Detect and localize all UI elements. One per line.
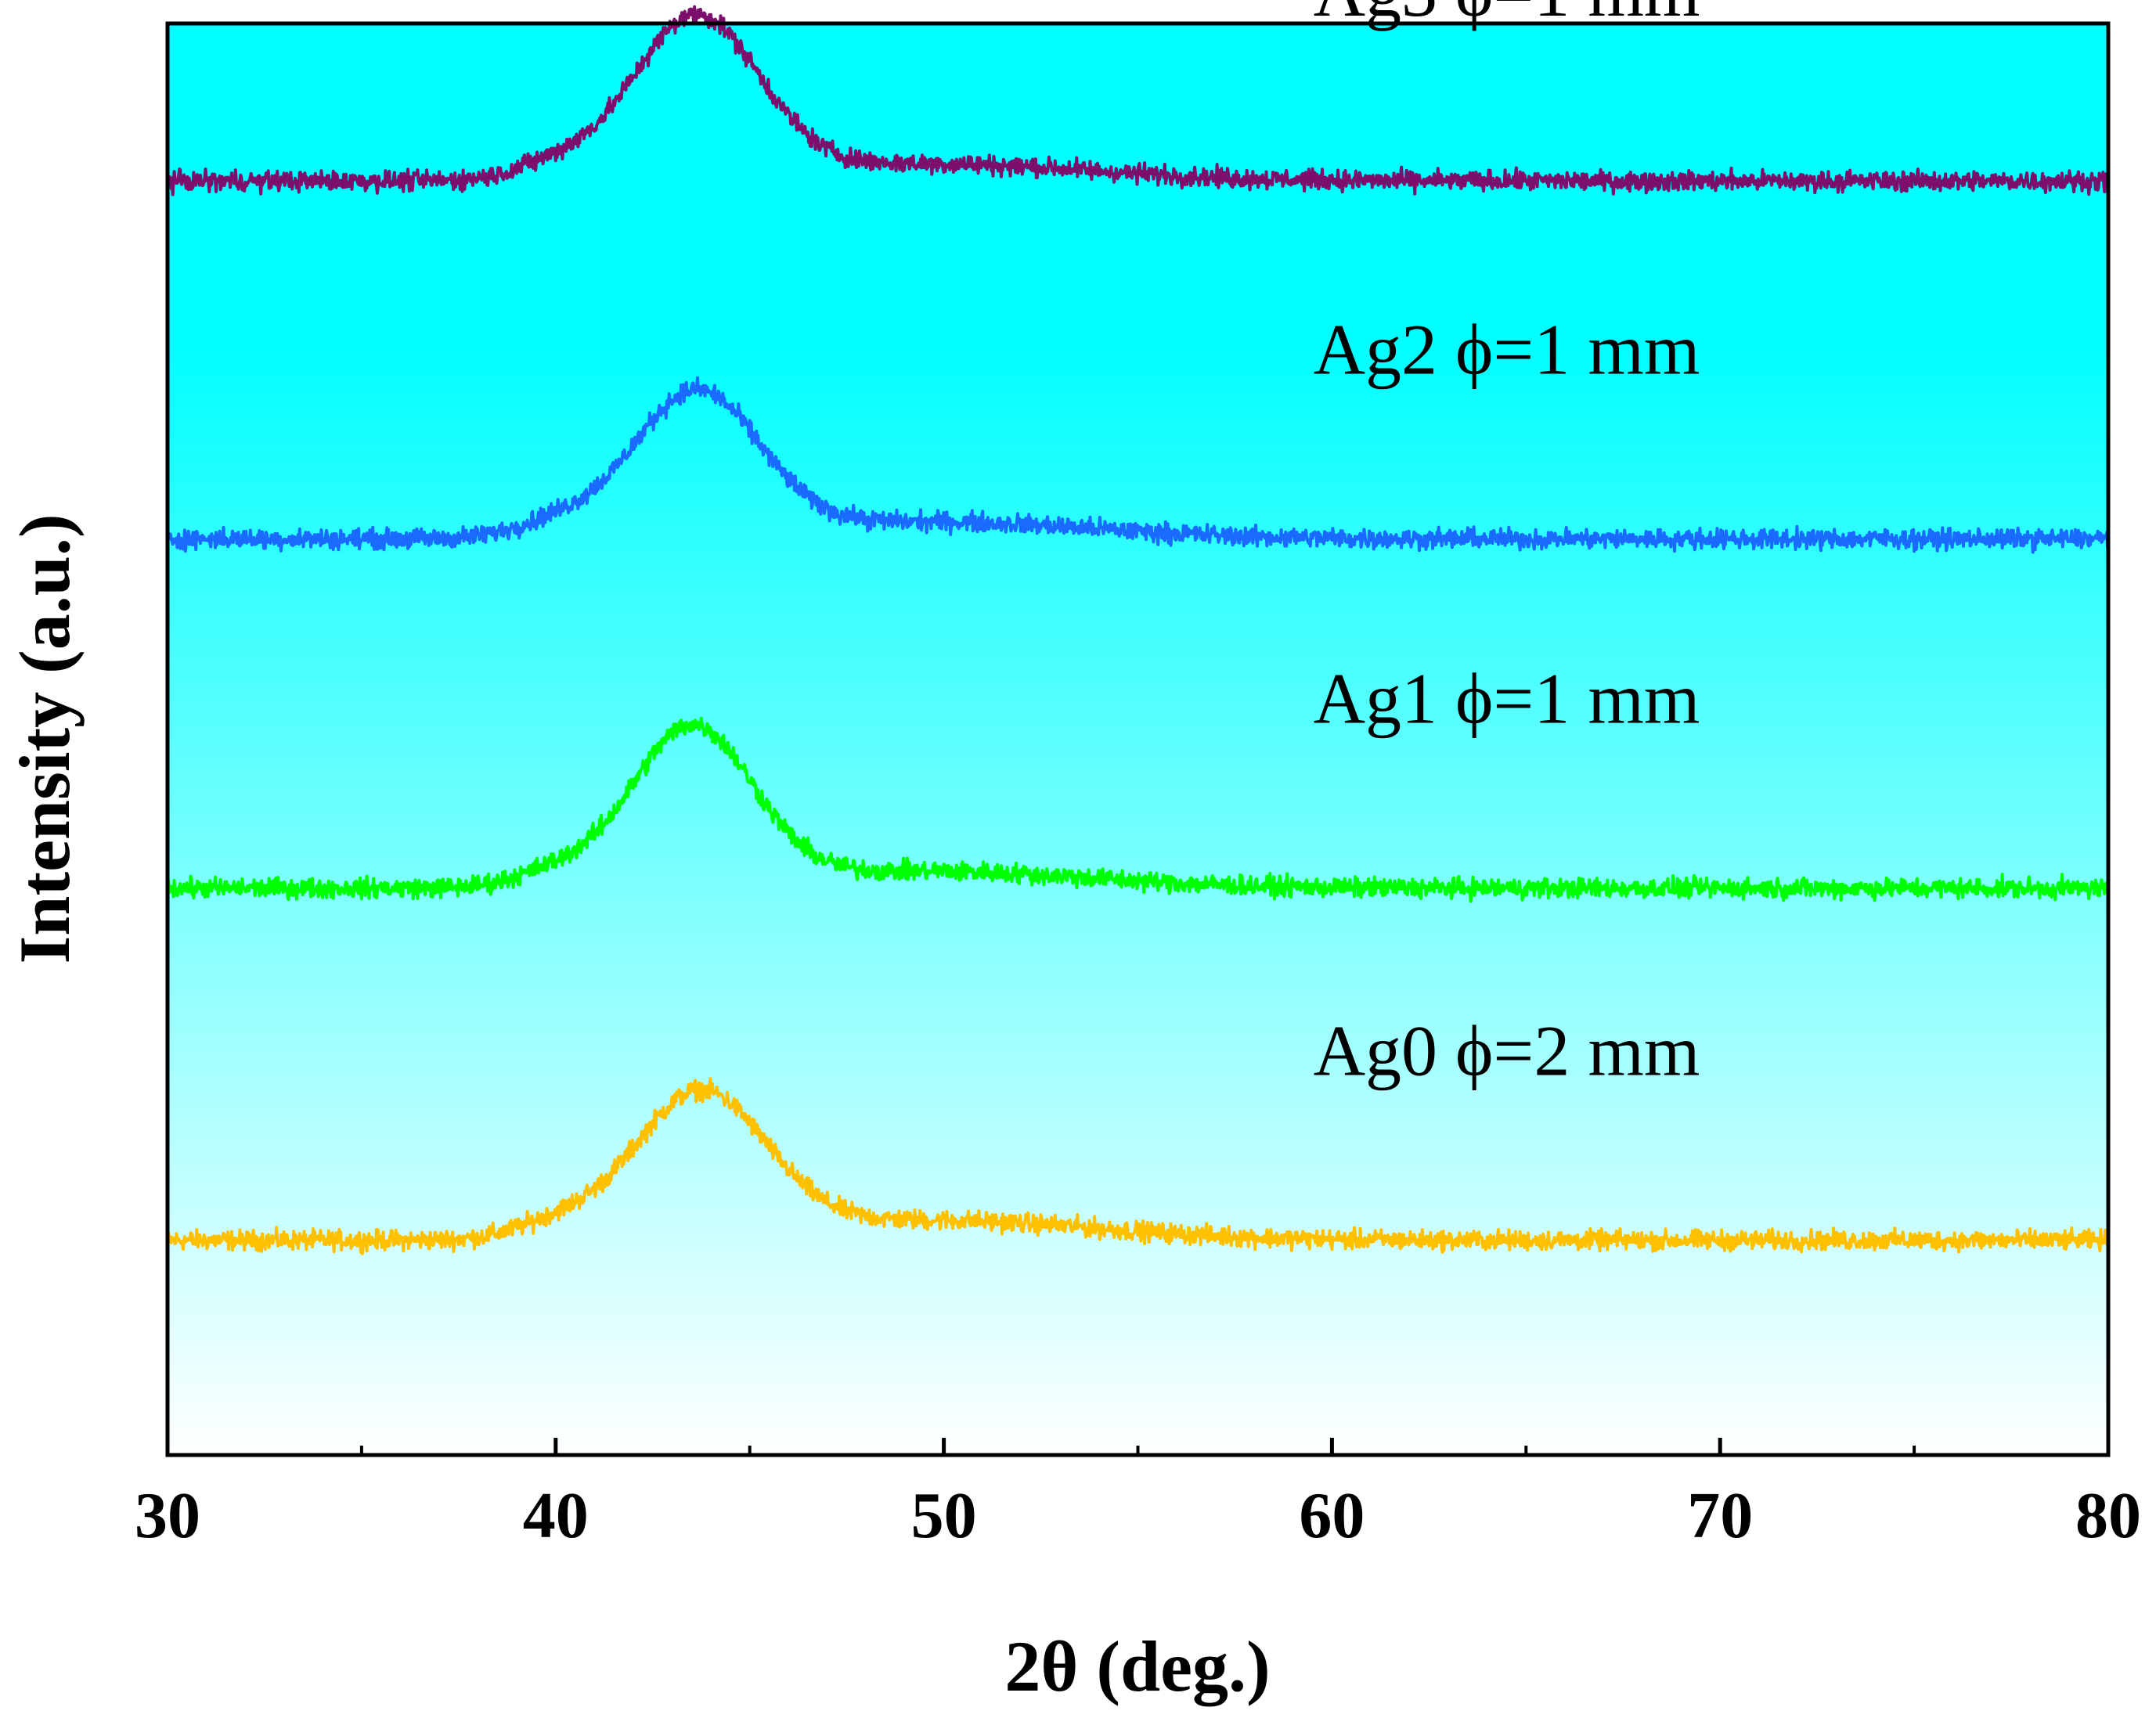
- x-tick-label: 70: [1687, 1479, 1753, 1552]
- series-line: [166, 376, 2110, 554]
- x-tick-label: 50: [911, 1479, 977, 1552]
- series-label: Ag0 ϕ=2 mm: [1314, 1010, 1700, 1090]
- series-line: [166, 716, 2110, 903]
- series-labels: Ag0 ϕ=2 mm Ag1 ϕ=1 mm Ag2 ϕ=1 mm Ag3 ϕ=1 mm: [1314, 0, 1700, 1090]
- series-layer: [166, 5, 2110, 1255]
- series-line: [166, 1077, 2110, 1255]
- series-label: Ag1 ϕ=1 mm: [1314, 659, 1700, 739]
- series-label: Ag3 ϕ=1 mm: [1314, 0, 1700, 31]
- x-tick-label: 40: [523, 1479, 589, 1552]
- y-axis-title: Intensity (a.u.): [5, 513, 85, 963]
- x-tick-label: 80: [2075, 1479, 2141, 1552]
- series-label: Ag2 ϕ=1 mm: [1314, 309, 1700, 389]
- x-axis-title: 2θ (deg.): [1004, 1626, 1270, 1706]
- x-tick-label: 30: [135, 1479, 200, 1552]
- plot-background: [168, 23, 2108, 1455]
- x-axis-ticks: 30 40 50 60 70 80: [135, 1438, 2141, 1552]
- series-line: [166, 5, 2110, 196]
- x-tick-label: 60: [1299, 1479, 1365, 1552]
